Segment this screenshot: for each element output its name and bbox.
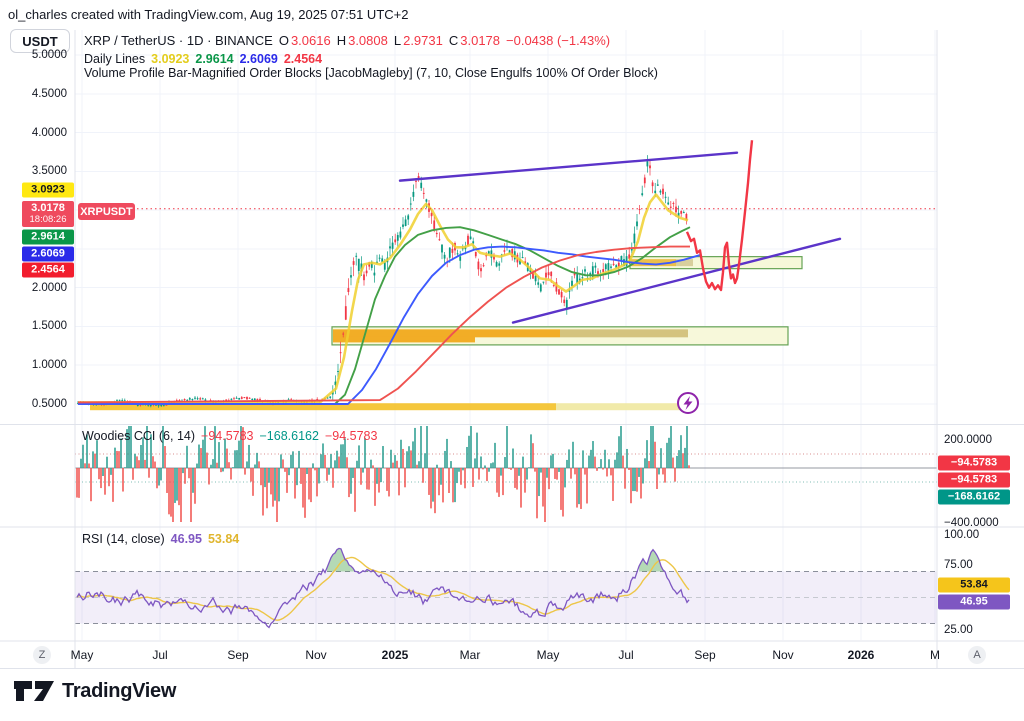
daily-line-value: 3.0923	[151, 52, 190, 66]
daily-line-value: 2.4564	[283, 52, 323, 66]
brand-name: TradingView	[62, 679, 177, 702]
cci-value: −94.5783	[324, 429, 378, 443]
symbol-price-tag: XRPUSDT	[78, 203, 135, 220]
time-label: Jul	[618, 648, 634, 662]
price-tick-label: 4.5000	[31, 88, 67, 100]
ohlc-low: L 2.9731	[393, 33, 443, 48]
rsi-legend-row: RSI (14, close) 46.95 53.84	[82, 532, 239, 546]
lower-channel	[511, 237, 842, 324]
support-band[interactable]	[90, 403, 686, 411]
ma-green[interactable]	[78, 226, 691, 405]
timezone-button[interactable]: Z	[33, 646, 51, 664]
rsi-pane[interactable]	[75, 547, 937, 629]
header-note: ol_charles created with TradingView.com,…	[8, 7, 409, 22]
price-scale[interactable]: 5.0000 4.5000 4.0000 3.5000 2.0000 1.5000 1.00…	[0, 0, 75, 668]
ma-blue[interactable]	[78, 245, 701, 405]
price-badge: 2.6069	[22, 246, 74, 262]
time-label: May	[70, 648, 94, 662]
time-scale[interactable]: May Jul Sep Nov 2025 Mar May Jul Sep Nov 2026 M Z A	[0, 641, 1024, 669]
time-label: Nov	[772, 648, 794, 662]
cci-pane[interactable]	[75, 426, 937, 522]
scale-label: 75.00	[944, 559, 973, 571]
indicator-badge: 53.84	[938, 577, 1010, 593]
price-badge: 2.9614	[22, 229, 74, 245]
tradingview-logo-icon	[14, 681, 54, 701]
trendlines[interactable]	[398, 151, 842, 324]
symbol-currency-button[interactable]: USDT	[10, 29, 70, 53]
time-label: Sep	[227, 648, 249, 662]
indicator-badge: −94.5783	[938, 455, 1010, 471]
rsi-value: 46.95	[170, 532, 202, 546]
upper-channel	[398, 151, 739, 182]
scale-label: 200.0000	[944, 434, 992, 446]
scale-label: −400.0000	[944, 517, 999, 529]
rsi-value: 53.84	[207, 532, 240, 546]
brand-logo[interactable]: TradingView	[12, 678, 176, 704]
daily-line-value: 2.6069	[239, 52, 278, 66]
main-pane	[77, 140, 937, 411]
price-badge: 3.0178 18:08:26	[22, 201, 74, 227]
time-label: M	[930, 648, 940, 662]
indicator-badge: −94.5783	[938, 472, 1010, 488]
rsi-title[interactable]: RSI (14, close)	[82, 532, 165, 546]
price-tick-label: 2.0000	[31, 282, 67, 294]
time-label: Nov	[305, 648, 327, 662]
ohlc-open: O 3.0616	[278, 33, 331, 48]
axis-settings-button[interactable]: A	[968, 646, 986, 664]
lightning-marker[interactable]	[677, 392, 699, 414]
price-badge: 3.0923	[22, 182, 74, 198]
scale-label: 100.00	[944, 529, 980, 541]
change-value: −0.0438 (−1.43%)	[506, 33, 611, 48]
time-label: Jul	[152, 648, 168, 662]
daily-line-value: 2.9614	[195, 52, 234, 66]
indicator-badge: −168.6162	[938, 489, 1010, 505]
ma-red[interactable]	[77, 245, 690, 404]
time-label: May	[536, 648, 560, 662]
rsi-line	[76, 547, 690, 629]
ohlc-close: C 3.0178	[448, 33, 501, 48]
ohlc-high: H 3.0808	[336, 33, 388, 48]
time-label: Sep	[694, 648, 716, 662]
time-label: Mar	[459, 648, 481, 662]
ma-fast-yellow[interactable]	[78, 193, 689, 404]
cci-value: −94.5783	[201, 429, 254, 443]
time-label: 2026	[847, 648, 875, 662]
lightning-icon	[683, 396, 693, 410]
cci-legend-row: Woodies CCI (6, 14) −94.5783 −168.6162 −…	[82, 429, 377, 443]
symbol-title[interactable]: XRP / TetherUS · 1D · BINANCE	[84, 33, 273, 48]
price-tick-label: 4.0000	[31, 127, 67, 139]
indicator-scale[interactable]: 200.0000 −400.0000 −94.5783 −94.5783 −168.61…	[937, 0, 1024, 668]
cci-value: −168.6162	[259, 429, 319, 443]
price-tick-label: 1.5000	[31, 320, 67, 332]
price-tick-label: 1.0000	[31, 359, 67, 371]
scale-label: 25.00	[944, 624, 973, 636]
pane-separators	[0, 30, 1024, 669]
volume-profile-legend-row[interactable]: Volume Profile Bar-Magnified Order Block…	[84, 66, 658, 80]
price-badge: 2.4564	[22, 262, 74, 278]
cci-title[interactable]: Woodies CCI (6, 14)	[82, 429, 196, 443]
forecast-path[interactable]	[685, 140, 754, 292]
indicator-badge: 46.95	[938, 594, 1010, 610]
daily-lines-label[interactable]: Daily Lines	[84, 52, 146, 66]
price-tick-label: 0.5000	[31, 398, 67, 410]
time-label: 2025	[381, 648, 409, 662]
rsi-signal-line	[76, 556, 690, 621]
price-tick-label: 5.0000	[31, 49, 67, 61]
daily-lines-legend-row: Daily Lines 3.0923 2.9614 2.6069 2.4564	[84, 52, 322, 66]
price-tick-label: 3.5000	[31, 165, 67, 177]
